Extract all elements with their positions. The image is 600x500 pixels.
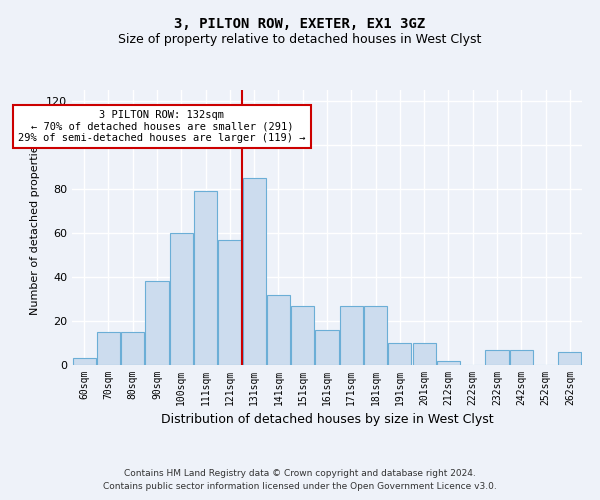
Bar xyxy=(121,332,144,365)
Text: Contains HM Land Registry data © Crown copyright and database right 2024.: Contains HM Land Registry data © Crown c… xyxy=(124,468,476,477)
Bar xyxy=(388,343,412,365)
Bar xyxy=(437,360,460,365)
Bar xyxy=(291,306,314,365)
Bar xyxy=(413,343,436,365)
Text: 3, PILTON ROW, EXETER, EX1 3GZ: 3, PILTON ROW, EXETER, EX1 3GZ xyxy=(175,18,425,32)
Bar xyxy=(485,350,509,365)
Y-axis label: Number of detached properties: Number of detached properties xyxy=(31,140,40,315)
Text: Size of property relative to detached houses in West Clyst: Size of property relative to detached ho… xyxy=(118,32,482,46)
Bar xyxy=(510,350,533,365)
Text: 3 PILTON ROW: 132sqm
← 70% of detached houses are smaller (291)
29% of semi-deta: 3 PILTON ROW: 132sqm ← 70% of detached h… xyxy=(18,110,305,143)
Bar xyxy=(218,240,241,365)
Bar xyxy=(97,332,120,365)
Bar xyxy=(170,233,193,365)
Bar xyxy=(364,306,387,365)
Bar xyxy=(73,358,95,365)
Bar xyxy=(267,294,290,365)
Bar xyxy=(340,306,363,365)
Bar xyxy=(242,178,266,365)
Bar xyxy=(194,191,217,365)
X-axis label: Distribution of detached houses by size in West Clyst: Distribution of detached houses by size … xyxy=(161,414,493,426)
Bar xyxy=(145,282,169,365)
Bar xyxy=(316,330,338,365)
Bar xyxy=(559,352,581,365)
Text: Contains public sector information licensed under the Open Government Licence v3: Contains public sector information licen… xyxy=(103,482,497,491)
